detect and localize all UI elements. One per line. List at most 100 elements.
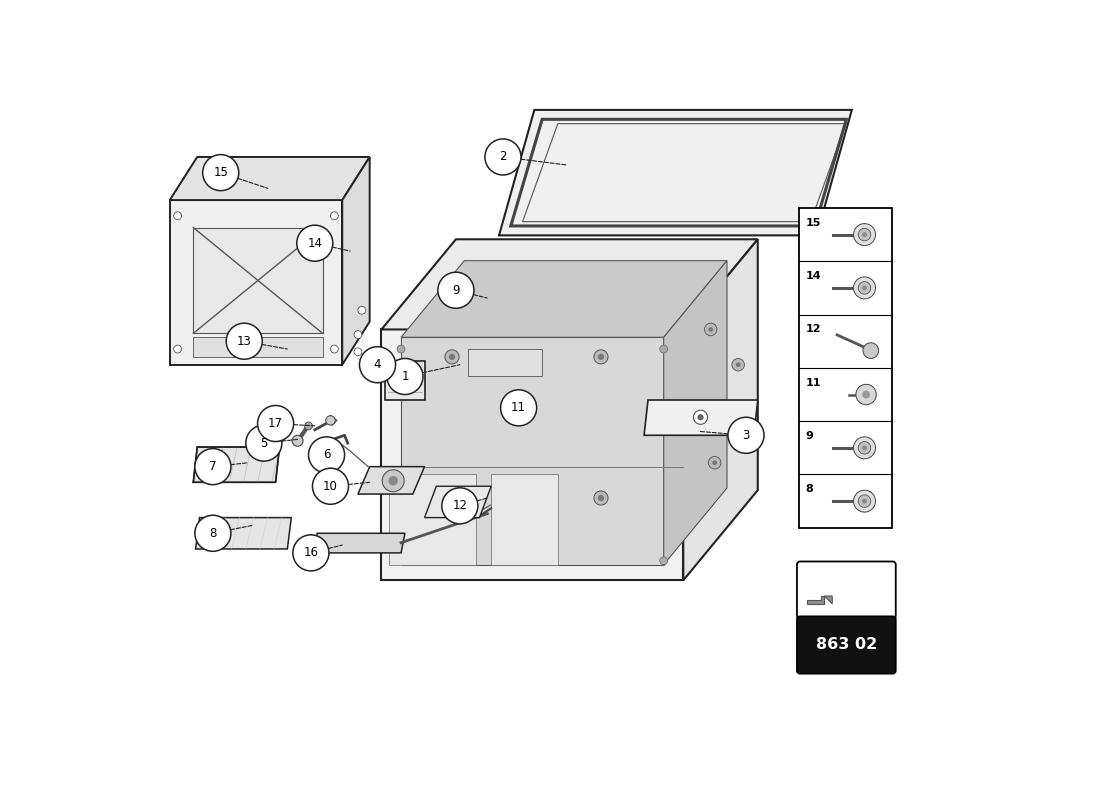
Circle shape — [360, 346, 396, 382]
Circle shape — [858, 282, 871, 294]
Circle shape — [704, 323, 717, 336]
Circle shape — [444, 350, 459, 364]
Circle shape — [308, 437, 344, 473]
Circle shape — [444, 491, 459, 505]
Circle shape — [452, 494, 468, 510]
FancyBboxPatch shape — [798, 616, 895, 674]
Polygon shape — [663, 261, 727, 565]
Circle shape — [358, 306, 366, 314]
Circle shape — [594, 491, 608, 505]
Circle shape — [732, 358, 745, 371]
Text: 4: 4 — [374, 358, 382, 371]
Circle shape — [862, 498, 867, 503]
Circle shape — [713, 460, 717, 465]
Circle shape — [858, 442, 871, 454]
Polygon shape — [194, 338, 322, 357]
Circle shape — [305, 422, 312, 430]
Text: 9: 9 — [805, 431, 814, 441]
Text: 1: 1 — [402, 370, 409, 383]
Polygon shape — [389, 474, 475, 565]
Circle shape — [697, 414, 704, 420]
Circle shape — [354, 330, 362, 338]
Polygon shape — [499, 110, 851, 235]
Circle shape — [862, 342, 879, 358]
Circle shape — [174, 212, 182, 220]
Polygon shape — [382, 239, 758, 330]
Circle shape — [858, 495, 871, 507]
Text: 15: 15 — [213, 166, 228, 179]
Polygon shape — [402, 261, 727, 338]
Polygon shape — [645, 400, 758, 435]
Circle shape — [293, 535, 329, 571]
Circle shape — [660, 557, 668, 565]
Circle shape — [854, 223, 876, 246]
Circle shape — [594, 350, 608, 364]
Text: 863 02: 863 02 — [816, 637, 877, 652]
Circle shape — [500, 390, 537, 426]
Text: 15: 15 — [805, 218, 821, 228]
Polygon shape — [358, 466, 425, 494]
Polygon shape — [807, 596, 824, 604]
Text: 9: 9 — [452, 284, 460, 297]
Polygon shape — [314, 534, 405, 553]
Text: euroPares: euroPares — [383, 322, 717, 478]
Polygon shape — [492, 474, 558, 565]
Circle shape — [597, 354, 604, 360]
Circle shape — [449, 354, 455, 360]
Text: 8: 8 — [209, 526, 217, 540]
Circle shape — [312, 468, 349, 504]
Polygon shape — [385, 361, 425, 400]
Text: 11: 11 — [805, 378, 821, 388]
Circle shape — [227, 323, 262, 359]
Polygon shape — [342, 157, 370, 365]
Circle shape — [862, 286, 867, 290]
Text: 11: 11 — [512, 402, 526, 414]
Circle shape — [856, 384, 877, 405]
Circle shape — [195, 449, 231, 485]
Text: 12: 12 — [452, 499, 468, 512]
Circle shape — [397, 345, 405, 353]
Polygon shape — [683, 239, 758, 580]
Text: a passion for parts since 1985: a passion for parts since 1985 — [418, 432, 682, 533]
Text: 13: 13 — [236, 334, 252, 348]
Circle shape — [202, 154, 239, 190]
Text: 14: 14 — [307, 237, 322, 250]
Text: 6: 6 — [322, 448, 330, 462]
Text: 10: 10 — [323, 480, 338, 493]
Circle shape — [438, 272, 474, 308]
Polygon shape — [382, 330, 683, 580]
Circle shape — [708, 327, 713, 332]
Circle shape — [245, 425, 282, 461]
Circle shape — [862, 232, 867, 237]
Text: 8: 8 — [805, 485, 813, 494]
Text: 12: 12 — [805, 325, 821, 334]
Polygon shape — [196, 518, 292, 549]
Circle shape — [354, 348, 362, 356]
Polygon shape — [169, 200, 342, 365]
Circle shape — [862, 390, 870, 398]
Circle shape — [597, 495, 604, 501]
Text: 17: 17 — [268, 417, 283, 430]
Text: 16: 16 — [304, 546, 318, 559]
Polygon shape — [194, 227, 322, 334]
Circle shape — [397, 557, 405, 565]
Text: 7: 7 — [209, 460, 217, 473]
Circle shape — [736, 362, 740, 367]
Circle shape — [660, 345, 668, 353]
Circle shape — [297, 225, 333, 262]
Text: 2: 2 — [499, 150, 507, 163]
Text: 5: 5 — [261, 437, 267, 450]
Circle shape — [449, 495, 455, 501]
Polygon shape — [824, 596, 833, 604]
Text: 3: 3 — [742, 429, 750, 442]
Circle shape — [854, 437, 876, 459]
Circle shape — [854, 277, 876, 299]
Circle shape — [854, 490, 876, 512]
Text: 14: 14 — [805, 271, 822, 281]
Circle shape — [862, 446, 867, 450]
Polygon shape — [169, 157, 370, 200]
Circle shape — [330, 212, 339, 220]
Polygon shape — [468, 349, 542, 377]
Polygon shape — [402, 338, 663, 565]
Circle shape — [293, 435, 303, 446]
